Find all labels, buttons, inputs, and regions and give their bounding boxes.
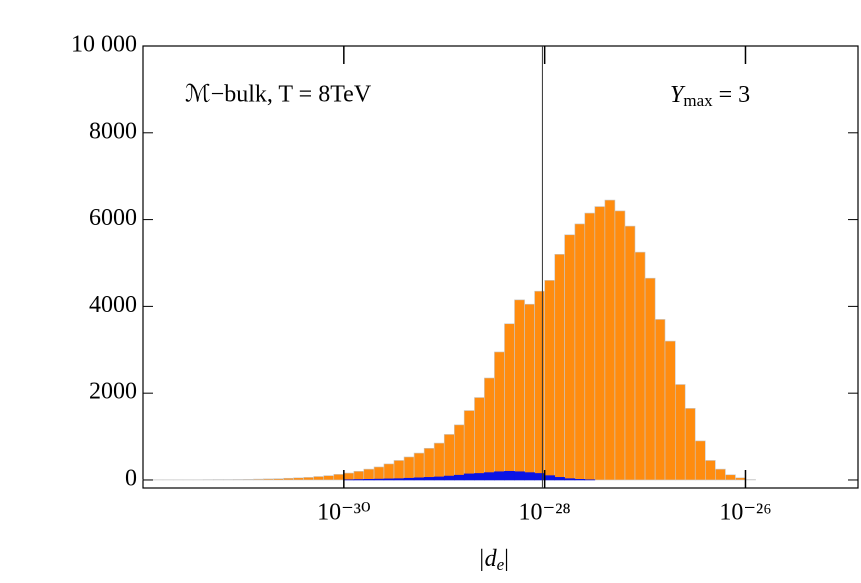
bar [343,472,355,481]
bar [403,456,415,481]
bar [333,474,345,481]
bar [594,206,606,481]
annotation-base: Y [670,82,686,108]
bar [544,280,556,481]
y-tick-label: 0 [125,465,137,491]
x-tick-label: 10⁻²⁶ [719,500,771,526]
bar [363,468,375,481]
bar [584,212,596,481]
bar [373,478,385,481]
bar [644,277,656,481]
bar [463,473,475,481]
x-label-rest: | [504,546,509,572]
bar [443,475,455,481]
bar [474,473,485,481]
x-label-sub: e [497,555,505,574]
bar [524,303,535,481]
bar [454,424,465,481]
plot-frame [142,45,859,489]
bar [564,234,576,481]
bar [263,478,274,481]
bar [514,471,525,481]
bar [484,377,495,481]
bars [142,199,756,481]
annotation-right: Ymax = 3 [670,82,750,110]
bar [554,254,565,481]
bar [694,440,706,481]
bar [393,460,405,481]
bar [433,442,445,481]
bar [735,477,746,481]
y-tick-label: 8000 [89,118,137,144]
bar [273,478,284,481]
bar [484,472,495,481]
x-tick-label: 10⁻³⁰ [317,500,370,526]
bar [403,477,415,481]
bar [574,479,586,481]
x-label-base: |d [478,546,498,572]
bar [463,410,475,481]
annotation-rest: = 3 [713,82,751,108]
bar [684,408,696,481]
y-tick-label: 6000 [89,205,137,231]
bar [253,478,264,481]
bar [233,479,244,481]
bar [494,351,505,481]
bar [504,323,515,481]
annotation-left: ℳ−bulk, T = 8TeV [185,82,372,108]
bar [705,460,716,481]
bar [313,476,325,481]
bar [363,479,375,481]
bar [383,463,395,481]
x-axis-label: |de| [478,546,509,574]
bar [323,475,335,481]
bar [504,470,515,481]
bar [373,466,385,481]
bar [654,319,666,481]
bar [454,474,465,481]
bar [604,199,616,481]
bar [715,468,726,481]
bar [474,397,485,481]
bar [544,475,556,481]
bar [574,223,586,481]
bar [634,251,646,481]
bar [614,210,626,481]
bar [303,477,314,481]
bar [564,478,576,481]
bar [383,478,395,481]
bar [725,474,736,481]
bar [423,477,435,481]
y-tick-label: 10 000 [71,32,137,58]
bar [664,340,676,481]
bar [494,471,505,481]
bar [413,477,425,481]
bar [283,477,294,481]
annotation-sub: max [683,91,713,110]
x-tick-label: 10⁻²⁸ [519,500,571,526]
bar [393,478,405,481]
bar [413,452,425,481]
bar [534,290,545,481]
bar [353,470,365,481]
y-tick-label: 4000 [89,292,137,318]
bar [443,434,455,481]
bar [433,476,445,481]
bar [514,299,525,481]
bar [243,479,254,481]
bar [293,477,304,481]
y-tick-label: 2000 [89,379,137,405]
bar [674,384,686,481]
bar [554,477,565,481]
bar [624,225,636,481]
bar [524,472,535,481]
bar [423,447,435,481]
bar [534,473,545,481]
